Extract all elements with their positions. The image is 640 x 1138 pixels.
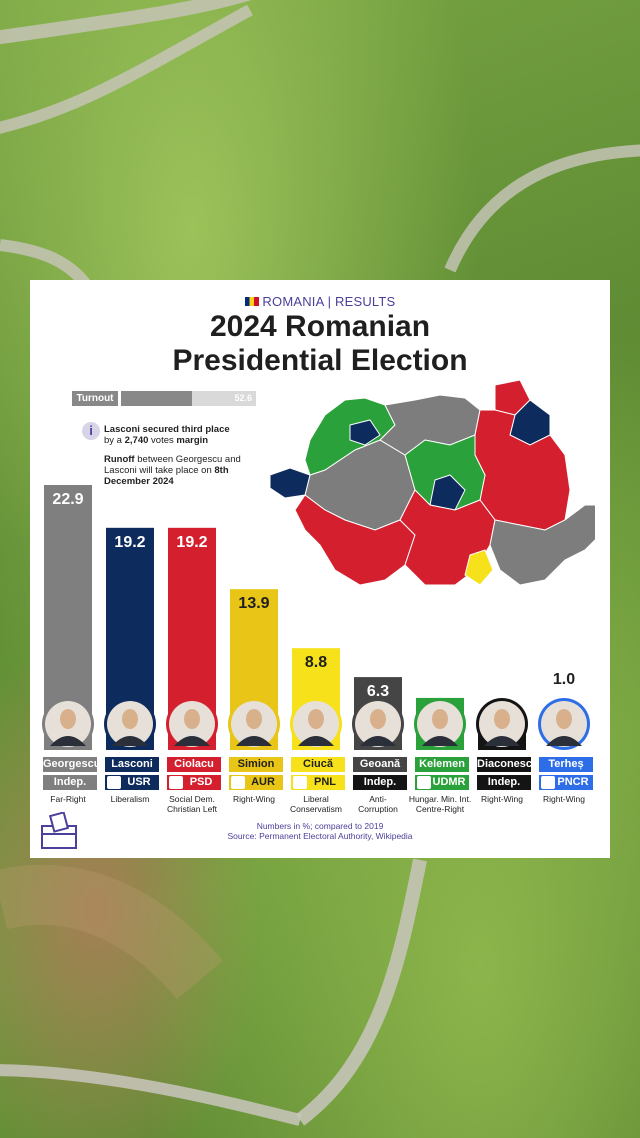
ideology-label: Hungar. Min. Int. Centre-Right xyxy=(408,794,472,814)
party-logo-icon xyxy=(541,776,555,789)
party-label: AUR xyxy=(229,775,283,790)
country-label: ROMANIA xyxy=(262,294,324,309)
ideology-label: Liberalism xyxy=(110,794,150,804)
party-label: Indep. xyxy=(353,775,407,790)
portrait-lasconi xyxy=(104,698,156,750)
footer: Numbers in %; compared to 2019 Source: P… xyxy=(30,821,610,841)
ideology-label: Right-Wing xyxy=(542,794,586,804)
candidate-name: Ciucă xyxy=(291,757,345,772)
portrait-georgescu xyxy=(42,698,94,750)
value-label-ciucă: 8.8 xyxy=(305,654,327,671)
ideology-label: Right-Wing xyxy=(232,794,276,804)
party-label: PSD xyxy=(167,775,221,790)
candidate-name: Geoană xyxy=(353,757,407,772)
romania-flag-icon xyxy=(244,297,259,306)
value-label-lasconi: 19.2 xyxy=(114,534,145,551)
turnout-bar: 52.6 xyxy=(121,391,256,406)
candidate-name: Ciolacu xyxy=(167,757,221,772)
ideology-label: Social Dem. Christian Left xyxy=(166,794,218,814)
section-label: RESULTS xyxy=(334,294,396,309)
map-region-west-navy xyxy=(269,467,311,499)
header-country: ROMANIA | RESULTS xyxy=(30,294,610,309)
party-logo-icon xyxy=(107,776,121,789)
party-logo-icon xyxy=(293,776,307,789)
ballot-box-icon xyxy=(41,812,77,849)
portrait-geoană xyxy=(352,698,404,750)
party-label: USR xyxy=(105,775,159,790)
party-logo-icon xyxy=(417,776,431,789)
turnout-label: Turnout xyxy=(72,391,118,406)
value-label-ciolacu: 19.2 xyxy=(176,534,207,551)
ideology-label: Right-Wing xyxy=(480,794,524,804)
ideology-label: Far-Right xyxy=(50,794,86,804)
romania-county-map xyxy=(269,380,595,586)
portrait-terheș xyxy=(538,698,590,750)
candidate-name: Georgescu xyxy=(43,757,101,772)
turnout-fill xyxy=(121,391,192,406)
party-logo-icon xyxy=(169,776,183,789)
candidate-name: Terheș xyxy=(539,757,593,772)
map-region-southeast xyxy=(489,504,595,586)
infographic-card: ROMANIA | RESULTS 2024 Romanian Presiden… xyxy=(30,280,610,858)
portrait-diaconescu xyxy=(476,698,528,750)
portrait-simion xyxy=(228,698,280,750)
party-label: PNCR xyxy=(539,775,593,790)
party-logo-icon xyxy=(231,776,245,789)
party-label: Indep. xyxy=(477,775,531,790)
portrait-ciolacu xyxy=(166,698,218,750)
candidate-name: Simion xyxy=(229,757,283,772)
candidate-name: Diaconescu xyxy=(477,757,539,772)
portrait-ciucă xyxy=(290,698,342,750)
portrait-kelemen xyxy=(414,698,466,750)
candidate-name: Kelemen xyxy=(415,757,469,772)
ideology-label: Liberal Conservatism xyxy=(290,794,342,814)
party-label: PNL xyxy=(291,775,345,790)
map-region-south-west xyxy=(294,494,416,586)
ideology-label: Anti- Corruption xyxy=(358,794,398,814)
party-label: Indep. xyxy=(43,775,97,790)
map-region-bucharest-area xyxy=(464,549,494,586)
value-label-simion: 13.9 xyxy=(238,595,269,612)
map-region-north-navy xyxy=(349,419,381,446)
candidate-name: Lasconi xyxy=(105,757,159,772)
info-icon: i xyxy=(82,422,100,440)
value-label-georgescu: 22.9 xyxy=(52,491,83,508)
info-note: i Lasconi secured third place by a 2,740… xyxy=(82,422,254,495)
value-label-terheș: 1.0 xyxy=(553,671,575,688)
value-label-geoană: 6.3 xyxy=(367,683,389,700)
footer-source: Source: Permanent Electoral Authority, W… xyxy=(227,831,413,841)
page-title: 2024 Romanian Presidential Election xyxy=(172,310,468,377)
footer-note: Numbers in %; compared to 2019 xyxy=(256,821,384,831)
bar-chart: 22.919.219.213.98.86.34.53.11.0 xyxy=(42,485,590,750)
party-label: UDMR xyxy=(415,775,469,790)
turnout-value: 52.6 xyxy=(234,393,252,403)
